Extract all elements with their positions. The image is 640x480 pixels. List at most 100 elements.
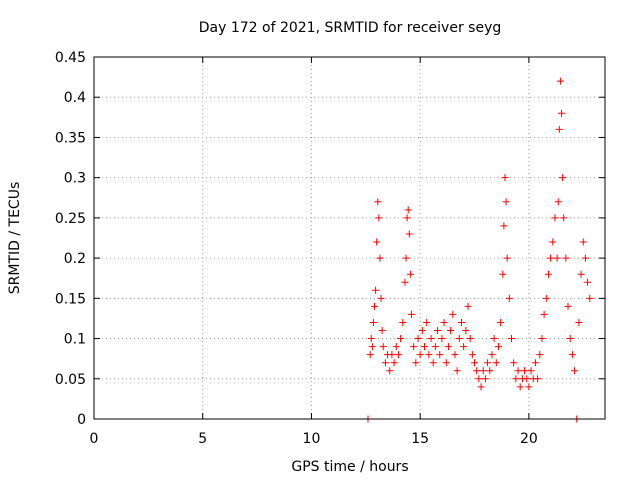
data-point <box>407 310 415 318</box>
x-tick-label: 20 <box>520 431 538 447</box>
data-point <box>486 367 494 375</box>
data-point <box>381 359 389 367</box>
data-point <box>404 206 412 214</box>
data-point <box>536 351 544 359</box>
data-point <box>566 335 574 343</box>
data-point <box>562 254 570 262</box>
data-point <box>586 294 594 302</box>
data-point <box>503 254 511 262</box>
data-point <box>514 367 522 375</box>
data-point <box>397 335 405 343</box>
data-point <box>444 343 452 351</box>
chart-title: Day 172 of 2021, SRMTID for receiver sey… <box>199 20 502 36</box>
data-point <box>490 335 498 343</box>
data-point <box>525 383 533 391</box>
data-point <box>549 238 557 246</box>
data-point <box>575 318 583 326</box>
data-point <box>369 318 377 326</box>
data-point <box>438 335 446 343</box>
axis-ticks: 0 0.05 0.1 0.15 0.2 0.25 0.3 0.35 0.4 0.45 0 5 10 15 2… <box>55 50 605 447</box>
data-point <box>521 367 529 375</box>
data-point <box>374 198 382 206</box>
data-point <box>375 214 383 222</box>
data-point <box>462 327 470 335</box>
data-point <box>451 351 459 359</box>
data-point <box>564 302 572 310</box>
data-point <box>367 335 375 343</box>
y-tick-label: 0.25 <box>55 211 86 227</box>
data-point <box>436 351 444 359</box>
data-point <box>473 367 481 375</box>
data-point <box>494 343 502 351</box>
data-point <box>449 310 457 318</box>
data-point <box>368 343 376 351</box>
data-point <box>376 254 384 262</box>
data-point <box>390 359 398 367</box>
data-point <box>481 375 489 383</box>
data-point <box>378 327 386 335</box>
data-point <box>372 286 380 294</box>
data-point <box>497 318 505 326</box>
x-tick-label: 10 <box>303 431 321 447</box>
y-tick-label: 0.3 <box>64 171 86 187</box>
data-point <box>421 343 429 351</box>
data-point <box>434 327 442 335</box>
data-point <box>425 351 433 359</box>
data-point <box>399 318 407 326</box>
data-point <box>416 351 424 359</box>
data-point <box>554 198 562 206</box>
data-point <box>403 214 411 222</box>
data-point <box>406 270 414 278</box>
data-point <box>427 335 435 343</box>
data-point <box>540 310 548 318</box>
data-point <box>423 318 431 326</box>
x-axis-title: GPS time / hours <box>291 459 408 475</box>
data-point <box>377 294 385 302</box>
data-point <box>460 343 468 351</box>
data-point <box>418 327 426 335</box>
data-point <box>366 351 374 359</box>
data-point <box>405 230 413 238</box>
data-point <box>510 359 518 367</box>
data-point <box>559 174 567 182</box>
data-point <box>388 351 396 359</box>
data-point <box>392 343 400 351</box>
data-point <box>538 335 546 343</box>
data-point <box>401 278 409 286</box>
y-tick-label: 0.2 <box>64 251 86 267</box>
data-point <box>544 270 552 278</box>
data-point <box>534 375 542 383</box>
data-point <box>431 343 439 351</box>
data-point <box>484 359 492 367</box>
x-tick-label: 5 <box>198 431 207 447</box>
data-point <box>464 302 472 310</box>
data-point <box>512 375 520 383</box>
data-points <box>364 77 594 423</box>
data-point <box>505 294 513 302</box>
data-point <box>558 109 566 117</box>
data-point <box>466 335 474 343</box>
data-point <box>477 383 485 391</box>
y-tick-label: 0 <box>77 412 86 428</box>
y-tick-label: 0.4 <box>64 90 86 106</box>
data-point <box>556 77 564 85</box>
data-point <box>584 278 592 286</box>
data-point <box>414 335 422 343</box>
data-point <box>577 270 585 278</box>
x-tick-label: 0 <box>90 431 99 447</box>
data-point <box>492 359 500 367</box>
y-tick-label: 0.35 <box>55 130 86 146</box>
data-point <box>475 375 483 383</box>
y-axis-title: SRMTID / TECUs <box>7 182 23 295</box>
data-point <box>386 367 394 375</box>
data-point <box>455 335 463 343</box>
data-point <box>507 335 515 343</box>
data-point <box>488 351 496 359</box>
data-point <box>568 351 576 359</box>
data-point <box>547 254 555 262</box>
data-point <box>579 238 587 246</box>
data-point <box>553 254 561 262</box>
data-point <box>581 254 589 262</box>
data-point <box>523 375 531 383</box>
